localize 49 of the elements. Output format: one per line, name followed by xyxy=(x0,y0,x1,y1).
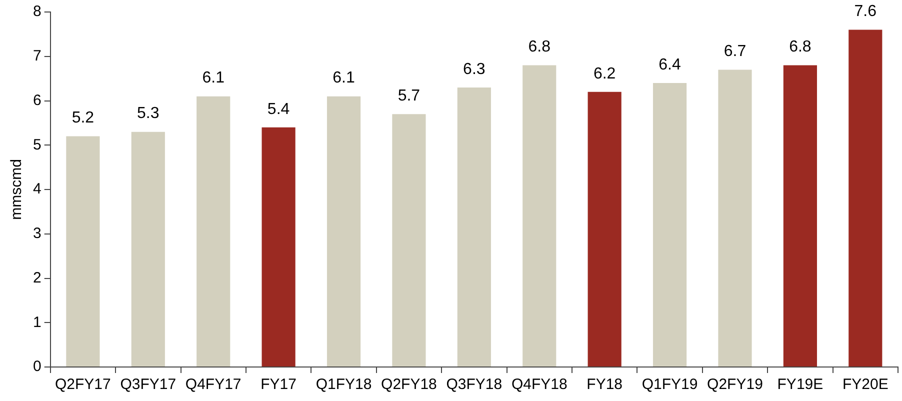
data-label: 6.3 xyxy=(463,60,486,78)
bar xyxy=(848,30,882,366)
y-tick-label: 4 xyxy=(33,180,42,198)
bar xyxy=(262,127,296,366)
x-tick-label: FY20E xyxy=(842,376,888,394)
bar xyxy=(457,87,491,366)
bar xyxy=(326,96,361,366)
x-tick-label: Q4FY17 xyxy=(185,376,242,394)
data-label: 5.4 xyxy=(267,100,290,118)
y-tick-label: 8 xyxy=(33,3,42,20)
data-label: 6.4 xyxy=(658,56,682,74)
data-label: 6.2 xyxy=(593,65,616,82)
x-tick-label: Q1FY18 xyxy=(316,376,372,394)
y-tick-label: 0 xyxy=(33,358,42,376)
bar xyxy=(783,65,817,366)
bar xyxy=(718,70,752,366)
data-label: 6.1 xyxy=(332,70,355,87)
bar xyxy=(66,136,100,366)
bar xyxy=(131,132,165,366)
y-axis-title: mmscmd xyxy=(8,159,26,220)
y-tick-label: 2 xyxy=(33,269,42,286)
data-label: 6.8 xyxy=(528,38,551,56)
data-label: 6.7 xyxy=(724,43,746,60)
data-label: 5.2 xyxy=(72,110,94,127)
y-tick-label: 5 xyxy=(33,136,42,154)
y-tick-label: 7 xyxy=(33,48,42,65)
bar xyxy=(588,92,622,366)
bar xyxy=(196,96,230,366)
y-tick-label: 3 xyxy=(33,225,42,242)
x-tick-label: Q3FY17 xyxy=(120,376,176,394)
x-tick-label: Q2FY17 xyxy=(55,376,111,394)
y-tick-label: 1 xyxy=(33,314,42,331)
data-label: 6.8 xyxy=(789,38,812,56)
bar xyxy=(522,65,556,366)
x-tick-label: FY19E xyxy=(777,376,824,394)
x-tick-label: Q1FY19 xyxy=(642,376,698,394)
x-tick-label: Q3FY18 xyxy=(446,376,502,394)
x-tick-label: Q2FY18 xyxy=(381,376,437,394)
x-tick-label: FY18 xyxy=(586,376,623,394)
x-tick-label: FY17 xyxy=(260,376,296,394)
data-label: 6.1 xyxy=(202,70,225,87)
data-label: 7.6 xyxy=(854,3,877,20)
y-tick-label: 6 xyxy=(33,92,42,109)
x-tick-label: Q4FY18 xyxy=(511,376,568,394)
bar xyxy=(392,114,426,366)
data-label: 5.7 xyxy=(398,87,420,104)
data-label: 5.3 xyxy=(137,105,160,122)
bar xyxy=(652,83,687,366)
x-tick-label: Q2FY19 xyxy=(707,376,763,394)
